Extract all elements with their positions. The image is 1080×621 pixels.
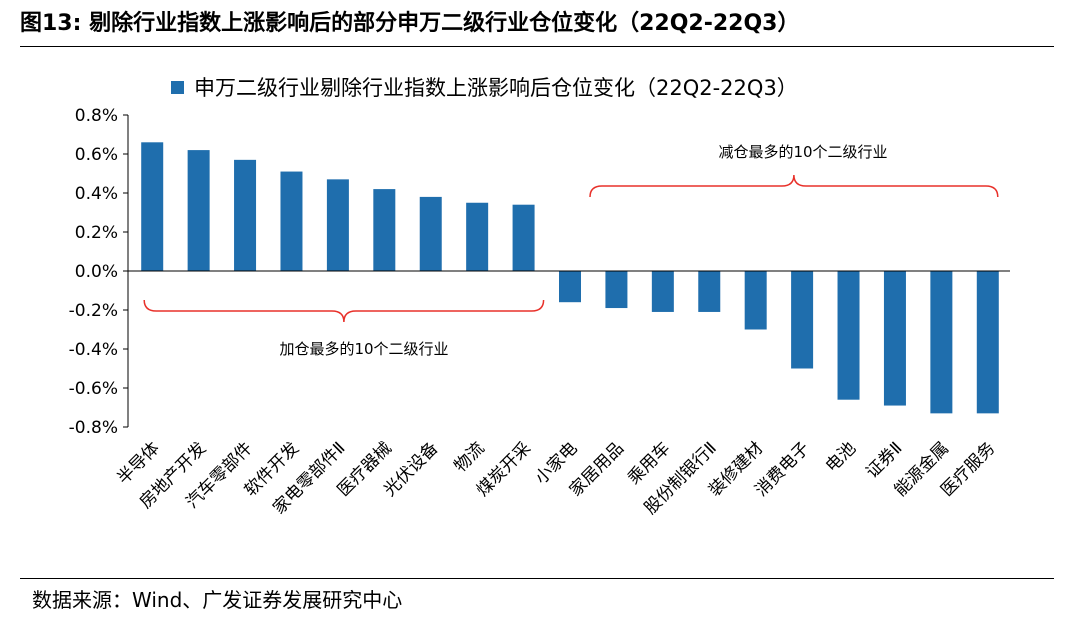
chart-legend: 申万二级行业剔除行业指数上涨影响后仓位变化（22Q2-22Q3） bbox=[171, 76, 798, 100]
brace-increase bbox=[143, 299, 545, 323]
bars bbox=[141, 142, 999, 414]
bar bbox=[976, 271, 999, 414]
bar bbox=[419, 196, 442, 271]
y-tick-label: 0.0% bbox=[75, 262, 118, 282]
bar bbox=[837, 271, 860, 400]
y-tick-label: -0.2% bbox=[69, 301, 118, 321]
bar bbox=[187, 150, 210, 271]
legend-label: 申万二级行业剔除行业指数上涨影响后仓位变化（22Q2-22Q3） bbox=[194, 76, 798, 100]
x-tick-label: 电池 bbox=[822, 438, 860, 476]
y-tick-label: -0.4% bbox=[69, 340, 118, 360]
y-tick-label: -0.6% bbox=[69, 379, 118, 399]
y-tick-label: 0.4% bbox=[75, 184, 118, 204]
bar bbox=[326, 179, 349, 271]
bar bbox=[466, 202, 489, 271]
source-divider bbox=[20, 578, 1054, 579]
figure-title: 图13: 剔除行业指数上涨影响后的部分申万二级行业仓位变化（22Q2-22Q3） bbox=[20, 11, 800, 36]
y-tick-label: -0.8% bbox=[69, 418, 118, 438]
bar bbox=[559, 271, 581, 303]
bar bbox=[744, 271, 767, 330]
bar bbox=[280, 171, 303, 271]
title-divider bbox=[20, 46, 1054, 47]
bar bbox=[234, 159, 257, 271]
brace-decrease bbox=[589, 174, 999, 198]
bar bbox=[883, 271, 906, 406]
bar bbox=[698, 271, 721, 312]
bar-chart: 申万二级行业剔除行业指数上涨影响后仓位变化（22Q2-22Q3） 0.8% 0.6… bbox=[69, 76, 1010, 519]
y-tick-label: 0.8% bbox=[75, 106, 118, 126]
bar bbox=[512, 204, 535, 271]
y-axis: 0.8% 0.6% 0.4% 0.2% 0.0% -0.2% -0.4% -0.6% -0.8% bbox=[69, 106, 129, 438]
annotation-increase: 加仓最多的10个二级行业 bbox=[279, 340, 448, 358]
bar bbox=[930, 271, 953, 414]
source-note: 数据来源：Wind、广发证券发展研究中心 bbox=[32, 588, 403, 612]
bar bbox=[605, 271, 628, 309]
bar bbox=[651, 271, 674, 312]
bar bbox=[373, 189, 396, 271]
bar bbox=[141, 142, 164, 271]
x-tick-label: 证券Ⅱ bbox=[862, 438, 906, 482]
annotation-decrease: 减仓最多的10个二级行业 bbox=[718, 143, 887, 161]
bar bbox=[791, 271, 814, 369]
legend-swatch bbox=[171, 81, 184, 94]
annotations: 加仓最多的10个二级行业 减仓最多的10个二级行业 bbox=[143, 143, 999, 358]
y-tick-label: 0.2% bbox=[75, 223, 118, 243]
y-tick-label: 0.6% bbox=[75, 145, 118, 165]
x-tick-label: 物流 bbox=[451, 438, 489, 476]
